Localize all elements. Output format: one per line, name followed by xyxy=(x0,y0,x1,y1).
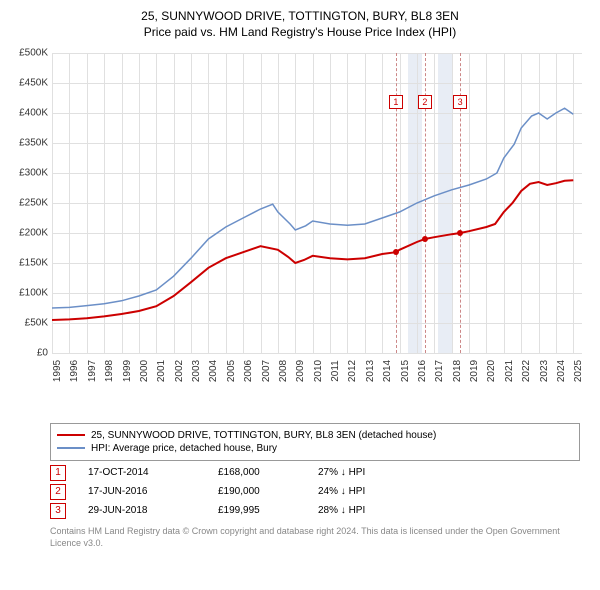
y-tick-label: £250K xyxy=(19,197,48,208)
y-tick-label: £200K xyxy=(19,227,48,238)
x-tick-label: 2007 xyxy=(261,360,272,382)
legend-item: HPI: Average price, detached house, Bury xyxy=(57,443,573,454)
x-tick-label: 2013 xyxy=(365,360,376,382)
x-tick-label: 2004 xyxy=(208,360,219,382)
event-number-box: 2 xyxy=(50,484,66,500)
x-tick-label: 2014 xyxy=(382,360,393,382)
series-line-hpi xyxy=(52,108,573,308)
x-tick-label: 2008 xyxy=(278,360,289,382)
y-tick-label: £350K xyxy=(19,137,48,148)
x-tick-label: 2019 xyxy=(469,360,480,382)
y-tick-label: £150K xyxy=(19,257,48,268)
x-tick-label: 2018 xyxy=(452,360,463,382)
gridline-h xyxy=(52,353,582,354)
y-tick-label: £300K xyxy=(19,167,48,178)
x-tick-label: 2022 xyxy=(521,360,532,382)
x-tick-label: 2015 xyxy=(400,360,411,382)
y-tick-label: £500K xyxy=(19,47,48,58)
x-tick-label: 2001 xyxy=(156,360,167,382)
x-tick-label: 2023 xyxy=(539,360,550,382)
x-tick-label: 1998 xyxy=(104,360,115,382)
x-tick-label: 2017 xyxy=(434,360,445,382)
x-tick-label: 2016 xyxy=(417,360,428,382)
data-point xyxy=(393,249,399,255)
y-tick-label: £100K xyxy=(19,287,48,298)
event-date: 17-OCT-2014 xyxy=(88,467,218,478)
legend-label: HPI: Average price, detached house, Bury xyxy=(91,443,277,454)
y-tick-label: £50K xyxy=(25,317,48,328)
x-tick-label: 2006 xyxy=(243,360,254,382)
data-point xyxy=(422,236,428,242)
x-tick-label: 1996 xyxy=(69,360,80,382)
event-row: 1 17-OCT-2014£168,00027% ↓ HPI xyxy=(50,465,580,481)
event-diff: 24% ↓ HPI xyxy=(318,486,365,497)
event-number-box: 3 xyxy=(50,503,66,519)
event-date: 17-JUN-2016 xyxy=(88,486,218,497)
legend-swatch xyxy=(57,447,85,449)
x-tick-label: 2000 xyxy=(139,360,150,382)
event-number-box: 1 xyxy=(50,465,66,481)
legend-label: 25, SUNNYWOOD DRIVE, TOTTINGTON, BURY, B… xyxy=(91,430,436,441)
event-price: £190,000 xyxy=(218,486,318,497)
event-row: 2 17-JUN-2016£190,00024% ↓ HPI xyxy=(50,484,580,500)
y-tick-label: £400K xyxy=(19,107,48,118)
event-list: 1 17-OCT-2014£168,00027% ↓ HPI 2 17-JUN-201… xyxy=(50,465,580,519)
chart-title: 25, SUNNYWOOD DRIVE, TOTTINGTON, BURY, B… xyxy=(10,8,590,25)
event-price: £199,995 xyxy=(218,505,318,516)
x-tick-label: 2003 xyxy=(191,360,202,382)
x-tick-label: 2025 xyxy=(573,360,584,382)
x-tick-label: 2012 xyxy=(347,360,358,382)
x-tick-label: 2020 xyxy=(486,360,497,382)
legend-swatch xyxy=(57,434,85,436)
x-tick-label: 2009 xyxy=(295,360,306,382)
x-tick-label: 2002 xyxy=(174,360,185,382)
x-tick-label: 2024 xyxy=(556,360,567,382)
chart-subtitle: Price paid vs. HM Land Registry's House … xyxy=(10,25,590,39)
data-point xyxy=(457,230,463,236)
x-tick-label: 2005 xyxy=(226,360,237,382)
event-row: 3 29-JUN-2018£199,99528% ↓ HPI xyxy=(50,503,580,519)
x-tick-label: 1995 xyxy=(52,360,63,382)
series-svg xyxy=(52,53,582,353)
x-tick-label: 2021 xyxy=(504,360,515,382)
copyright-text: Contains HM Land Registry data © Crown c… xyxy=(50,525,580,549)
event-date: 29-JUN-2018 xyxy=(88,505,218,516)
y-tick-label: £0 xyxy=(37,347,48,358)
y-tick-label: £450K xyxy=(19,77,48,88)
event-diff: 28% ↓ HPI xyxy=(318,505,365,516)
x-tick-label: 2010 xyxy=(313,360,324,382)
event-diff: 27% ↓ HPI xyxy=(318,467,365,478)
chart-area: £0 £50K £100K £150K £200K £250K £300K £350K £400… xyxy=(10,47,590,417)
event-price: £168,000 xyxy=(218,467,318,478)
x-tick-label: 1997 xyxy=(87,360,98,382)
legend-item: 25, SUNNYWOOD DRIVE, TOTTINGTON, BURY, B… xyxy=(57,430,573,441)
plot-area: £0£50K£100K£150K£200K£250K£300K£350K£400… xyxy=(52,53,582,353)
legend: 25, SUNNYWOOD DRIVE, TOTTINGTON, BURY, B… xyxy=(50,423,580,461)
x-tick-label: 1999 xyxy=(122,360,133,382)
x-tick-label: 2011 xyxy=(330,360,341,382)
